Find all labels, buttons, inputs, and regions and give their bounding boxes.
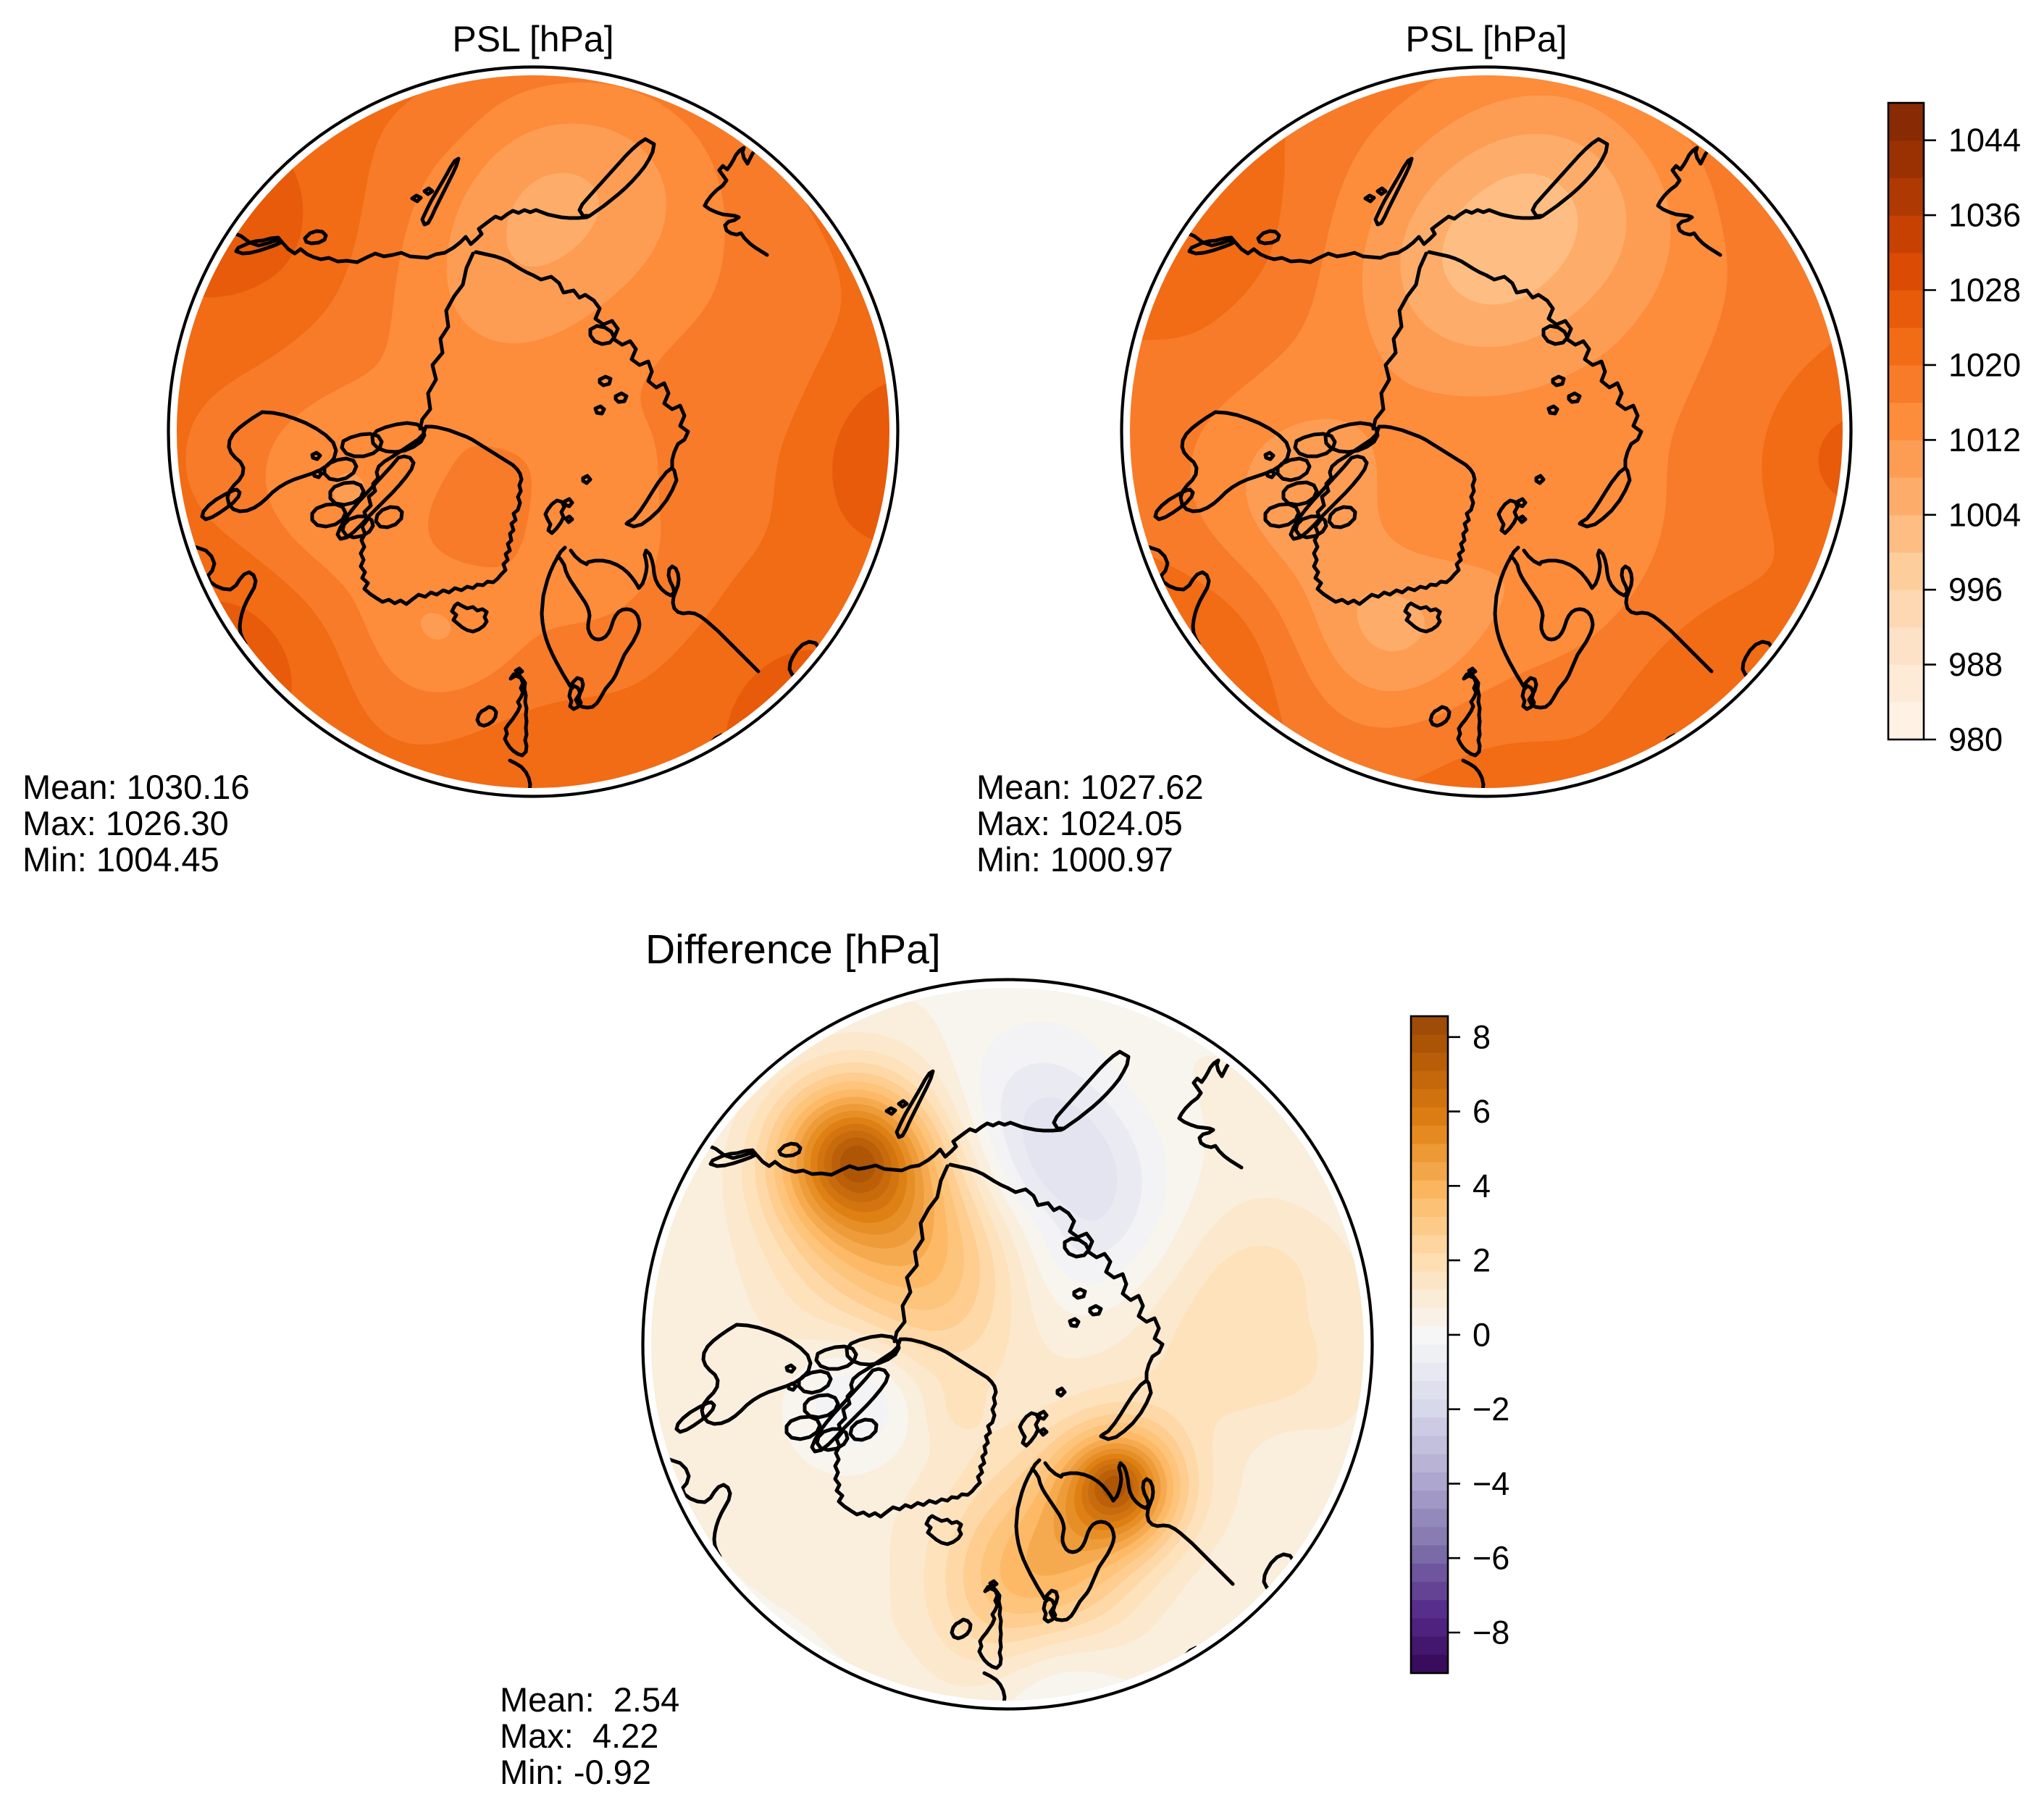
svg-text:PSL [hPa]: PSL [hPa] (1405, 19, 1567, 59)
svg-text:1036: 1036 (1948, 197, 2021, 234)
svg-text:Difference [hPa]: Difference [hPa] (645, 926, 941, 973)
svg-text:2: 2 (1473, 1242, 1491, 1279)
svg-text:Min: -0.92: Min: -0.92 (500, 1753, 651, 1791)
svg-text:Max: 1024.05: Max: 1024.05 (976, 804, 1183, 842)
svg-text:6: 6 (1473, 1093, 1491, 1130)
svg-text:Mean: 1030.16: Mean: 1030.16 (22, 768, 250, 806)
svg-text:Max: 1026.30: Max: 1026.30 (22, 804, 229, 842)
svg-text:−4: −4 (1473, 1465, 1509, 1502)
svg-text:1028: 1028 (1948, 272, 2021, 309)
svg-text:4: 4 (1473, 1168, 1491, 1204)
svg-text:996: 996 (1948, 571, 2003, 608)
svg-text:1044: 1044 (1948, 122, 2021, 159)
svg-text:Min: 1004.45: Min: 1004.45 (22, 840, 219, 879)
svg-text:PSL [hPa]: PSL [hPa] (452, 19, 613, 59)
svg-text:−8: −8 (1473, 1614, 1509, 1651)
svg-text:8: 8 (1473, 1018, 1491, 1055)
svg-text:980: 980 (1948, 721, 2003, 758)
svg-text:−2: −2 (1473, 1391, 1509, 1428)
svg-text:1012: 1012 (1948, 422, 2021, 458)
svg-text:−6: −6 (1473, 1540, 1509, 1577)
svg-text:988: 988 (1948, 646, 2003, 683)
svg-text:Max: 4.22: Max: 4.22 (500, 1717, 658, 1755)
svg-text:1020: 1020 (1948, 346, 2021, 383)
svg-text:Min: 1000.97: Min: 1000.97 (976, 840, 1173, 879)
svg-text:1004: 1004 (1948, 496, 2021, 533)
svg-text:Mean: 1027.62: Mean: 1027.62 (976, 768, 1204, 806)
svg-text:0: 0 (1473, 1316, 1491, 1353)
svg-text:Mean: 2.54: Mean: 2.54 (500, 1680, 679, 1719)
